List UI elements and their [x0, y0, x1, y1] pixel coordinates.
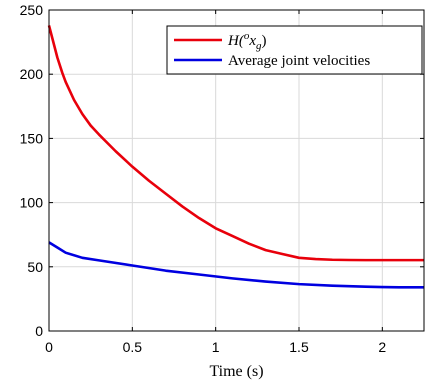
legend-math-main: x: [248, 33, 256, 49]
x-tick-label: 0.5: [123, 339, 143, 355]
y-tick-label: 200: [20, 66, 44, 82]
x-tick-label: 2: [378, 339, 386, 355]
legend-math-sub: g: [256, 40, 262, 52]
legend-math-base: H(: [227, 33, 245, 49]
legend-math-close: ): [262, 33, 267, 49]
legend-label-2: Average joint velocities: [228, 53, 370, 69]
x-axis-title: Time (s): [209, 363, 263, 380]
legend: H(oxg)Average joint velocities: [166, 25, 423, 75]
y-tick-label: 250: [20, 2, 44, 18]
y-tick-label: 50: [27, 259, 43, 275]
series-line-1: [47, 25, 424, 262]
y-tick-label: 150: [20, 130, 44, 146]
x-tick-label: 1.5: [289, 339, 309, 355]
plot-frame: [48, 9, 425, 332]
y-tick-label: 100: [20, 195, 44, 211]
x-tick-label: 1: [212, 339, 220, 355]
axis-ticks: 0 0.5 1 1.5 2 0 50 100 150 200 250: [20, 2, 424, 355]
series-line-2: [48, 241, 424, 289]
legend-box: [166, 25, 423, 75]
legend-math-sup: o: [244, 30, 250, 42]
legend-label-1: H(oxg): [227, 30, 267, 52]
y-tick-label: 0: [35, 323, 43, 339]
series-lines: [47, 25, 424, 289]
x-tick-label: 0: [45, 339, 53, 355]
